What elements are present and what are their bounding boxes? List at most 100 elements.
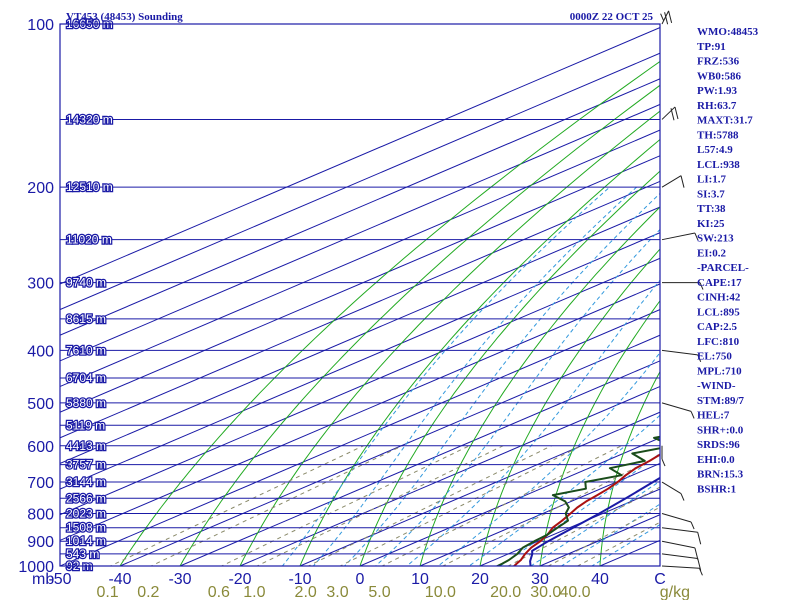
height-label: 12510 m: [66, 180, 113, 194]
wind-barb-shaft: [661, 512, 692, 523]
mixing-ratio-line: [220, 445, 470, 566]
temperature-tick-label: -20: [228, 571, 251, 588]
moist-adiabat-line: [560, 503, 660, 566]
index-item: EHI:0.0: [697, 454, 735, 466]
height-label-outline: 543 m: [66, 547, 99, 561]
mixing-ratio-line: [256, 445, 504, 566]
height-label-outline: 2023 m: [66, 506, 106, 520]
height-label: 5880 m: [66, 396, 106, 410]
wind-barb: [661, 106, 679, 121]
wind-barb-flag: [697, 558, 702, 571]
dry-adiabat-line: [419, 206, 660, 566]
temperature-tick-label: 40: [591, 571, 609, 588]
moist-adiabat-line: [468, 414, 660, 566]
isotherm-line: [60, 232, 660, 490]
height-label: 7610 m: [66, 343, 106, 357]
mixing-ratio-line: [381, 445, 622, 566]
mixing-ratio-lines: [109, 445, 660, 566]
wind-barb-flag: [668, 10, 673, 24]
wind-barb-flag: [664, 12, 669, 25]
dry-adiabat-line: [299, 138, 660, 566]
height-label-outline: 8615 m: [66, 312, 106, 326]
index-item: TP:91: [697, 41, 726, 53]
wind-barb-flag: [680, 175, 685, 188]
isotherm-line: [179, 360, 660, 566]
height-label: 14320 m: [66, 112, 113, 126]
wind-barb-shaft: [661, 553, 698, 559]
mixing-ratio-tick-label: 30.0: [530, 584, 561, 600]
wind-barb-shaft: [661, 540, 696, 549]
height-label-outline: 1014 m: [66, 534, 106, 548]
height-label-outline: 3144 m: [66, 475, 106, 489]
height-label: 8615 m: [66, 312, 106, 326]
temperature-tick-label: 30: [531, 571, 549, 588]
height-label: 1014 m: [66, 534, 106, 548]
pressure-tick-label: 200: [27, 180, 54, 197]
index-item: TH:5788: [697, 129, 739, 141]
index-item: -WIND-: [697, 380, 736, 392]
isotherm-line: [60, 52, 660, 311]
wind-barb-shaft: [661, 349, 698, 356]
height-label: 3757 m: [66, 458, 106, 472]
height-label-outline: 5119 m: [66, 418, 105, 432]
moist-adiabat-line: [343, 192, 660, 566]
height-label-outline: 11020 m: [66, 233, 112, 247]
dry-adiabat-line: [776, 24, 800, 578]
dry-adiabat-line: [539, 299, 660, 566]
index-item: WMO:48453: [697, 26, 759, 38]
isotherm-line: [539, 514, 660, 566]
temperature-profile: [512, 453, 660, 566]
mixing-ratio-axis-label: g/kg: [660, 584, 690, 600]
isotherm-line: [419, 462, 660, 566]
height-label-outline: 7610 m: [66, 343, 106, 357]
wind-barb-flag: [680, 493, 685, 501]
mixing-ratio-tick-label: 20.0: [490, 584, 521, 600]
wind-barb-flag: [660, 13, 665, 21]
wind-barb: [661, 565, 703, 576]
pressure-tick-label: 300: [27, 276, 54, 293]
moist-adiabat-line: [374, 228, 660, 566]
height-label-outline: 5880 m: [66, 396, 106, 410]
height-label: 4413 m: [66, 439, 106, 453]
index-item: SW:213: [697, 233, 734, 245]
temperature-tick-label: -50: [48, 571, 71, 588]
height-label-outline: 2566 m: [66, 491, 106, 505]
isotherm-line: [239, 385, 660, 566]
wind-barb-flag: [694, 232, 699, 241]
isotherm-line: [60, 26, 660, 285]
wind-barb-shaft: [661, 527, 698, 533]
wind-barb-shaft: [661, 175, 682, 188]
wind-barb: [661, 553, 702, 571]
wind-barb-shaft: [661, 481, 682, 494]
height-label-outline: 6704 m: [66, 371, 106, 385]
pressure-axis-label: mb: [32, 571, 54, 588]
index-panel: WMO:48453 TP:91 FRZ:536 WB0:586 PW:1.93 RH:63…: [697, 26, 759, 495]
isotherm-line: [299, 411, 660, 566]
mixing-ratio-tick-label: 3.0: [326, 584, 348, 600]
height-label-outline: 9740 m: [66, 276, 106, 290]
dry-adiabat-lines: [119, 24, 800, 578]
index-item: KI:25: [697, 218, 725, 230]
pressure-tick-label: 900: [27, 534, 54, 551]
dry-adiabat-line: [239, 110, 660, 566]
wind-barb: [661, 481, 685, 501]
wind-barb-flag: [690, 521, 695, 530]
wind-barb-shaft: [661, 402, 692, 412]
mixing-ratio-line: [547, 506, 660, 566]
isotherm-line: [60, 309, 660, 566]
pressure-tick-label: 700: [27, 475, 54, 492]
index-item: LI:1.7: [697, 174, 727, 186]
isobar-lines: [60, 24, 660, 566]
height-label: 9740 m: [66, 276, 106, 290]
isotherm-line: [60, 129, 660, 388]
moist-adiabat-line: [437, 351, 660, 566]
wind-barb-flag: [697, 532, 702, 545]
temperature-tick-label: -10: [288, 571, 311, 588]
plot-border: [59, 23, 661, 567]
isotherm-line: [359, 437, 660, 566]
temperature-tick-label: 20: [471, 571, 489, 588]
plot-frame: [59, 23, 661, 567]
mixing-ratio-tick-label: 2.0: [295, 584, 317, 600]
